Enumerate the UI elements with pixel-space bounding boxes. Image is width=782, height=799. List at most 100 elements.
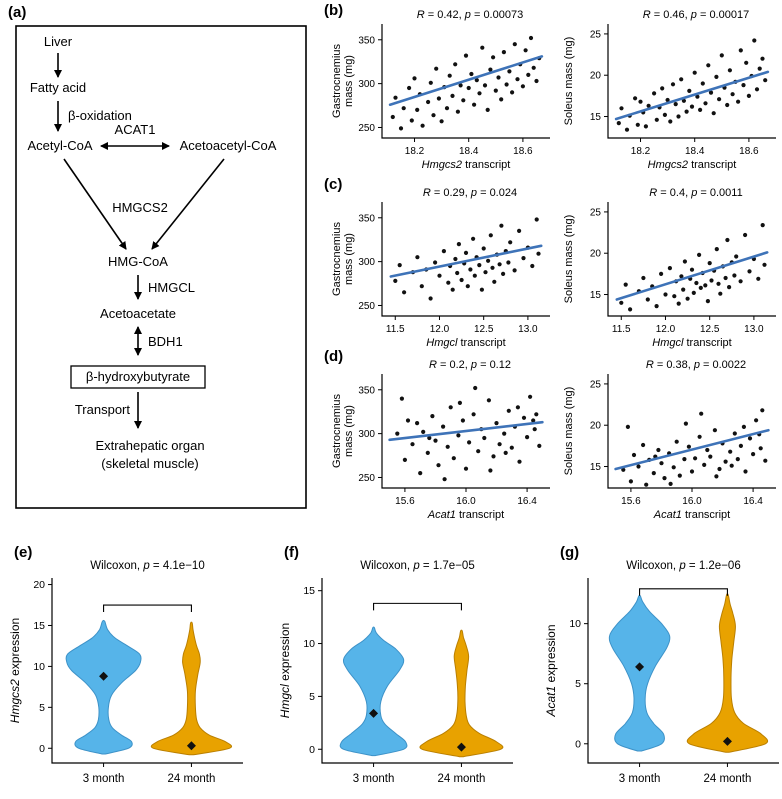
y-tick-label: 300	[358, 257, 375, 268]
scatter-point	[530, 263, 535, 269]
node-acetoacetyl-coa: Acetoacetyl-CoA	[180, 138, 277, 153]
regression-line	[388, 420, 544, 442]
scatter-point	[760, 223, 765, 228]
scatter-point	[525, 435, 530, 440]
node-hmg-coa: HMG-CoA	[108, 254, 168, 269]
scatter-point	[517, 228, 522, 233]
chart-title: R = 0.29, p = 0.024	[423, 187, 517, 199]
scatter-point	[447, 73, 452, 78]
mean-diamond	[99, 671, 109, 681]
scatter-point	[410, 442, 415, 447]
violin-svg-f: Wilcoxon, p = 1.7e−05 0 5 10 15 3 month 24 mon…	[278, 560, 513, 785]
significance-bracket	[373, 602, 462, 611]
scatter-point	[732, 273, 737, 278]
y-axis-label: mass (mg)	[343, 405, 355, 457]
scatter-point	[393, 95, 398, 100]
scatter-point	[735, 457, 740, 462]
scatter-point	[714, 74, 719, 79]
scatter-point	[697, 252, 702, 257]
scatter-point	[534, 412, 539, 417]
y-tick-label: 350	[358, 35, 375, 46]
scatter-point	[471, 412, 476, 417]
axes	[381, 24, 550, 139]
panel-g-label: (g)	[560, 544, 580, 561]
scatter-point	[491, 454, 496, 459]
scatter-point	[646, 103, 651, 108]
y-axis-label: Soleus mass (mg)	[563, 215, 575, 304]
scatter-point	[528, 35, 534, 41]
scatter-point	[496, 75, 501, 80]
scatter-point	[510, 90, 515, 95]
scatter-point	[676, 301, 681, 306]
scatter-point	[681, 287, 686, 292]
mean-diamond	[722, 736, 732, 746]
scatter-point	[477, 263, 482, 268]
scatter-point	[668, 119, 673, 124]
enzyme-beta-oxidation: β-oxidation	[68, 108, 132, 123]
x-axis-label: Hmgcl transcript	[426, 337, 505, 349]
scatter-point	[705, 299, 710, 304]
scatter-point	[708, 90, 714, 95]
x-tick-label: 11.5	[386, 324, 405, 335]
scatter-point	[441, 424, 446, 429]
scatter-point	[507, 69, 512, 74]
scatter-point	[717, 466, 722, 472]
scatter-point	[472, 273, 477, 278]
scatter-point	[455, 270, 460, 276]
scatter-point	[763, 458, 768, 463]
panel-c-gastrocnemius-chart: R = 0.29, p = 0.024 11.5 12.0 12.5 13.0 250 30…	[330, 184, 556, 355]
scatter-point	[526, 72, 531, 77]
scatter-point	[444, 106, 450, 111]
scatter-point	[741, 83, 746, 88]
scatter-point	[719, 53, 724, 58]
scatter-svg-b-left: R = 0.42, p = 0.00073 18.2 18.4 18.6 250 300 3…	[331, 9, 550, 171]
scatter-point	[534, 78, 539, 84]
y-axis-label: mass (mg)	[343, 233, 355, 285]
x-tick-label: 15.6	[395, 496, 415, 507]
scatter-point	[442, 477, 447, 482]
scatter-point	[488, 233, 493, 238]
scatter-points	[390, 35, 542, 131]
chart-title: R = 0.46, p = 0.00017	[643, 9, 749, 21]
scatter-point	[672, 294, 677, 299]
scatter-point	[501, 271, 506, 276]
scatter-point	[662, 112, 667, 117]
scatter-svg-d-left: R = 0.2, p = 0.12 15.6 16.0 16.4 250 300 350 Ac…	[331, 359, 550, 521]
category-label: 24 month	[167, 773, 215, 785]
regression-line	[614, 70, 770, 121]
scatter-point	[716, 281, 721, 286]
scatter-point	[744, 60, 749, 65]
scatter-svg-c-right: R = 0.4, p = 0.0011 11.5 12.0 12.5 13.0 15 20 2…	[563, 187, 776, 349]
scatter-point	[463, 466, 469, 471]
scatter-point	[730, 92, 735, 97]
scatter-point	[691, 290, 696, 295]
scatter-point	[751, 452, 756, 457]
scatter-point	[493, 88, 498, 93]
panel-a-label: (a)	[8, 4, 27, 21]
y-tick-label: 5	[309, 691, 315, 703]
scatter-point	[752, 38, 757, 43]
y-tick-label: 15	[590, 112, 602, 123]
label-transport: Transport	[75, 402, 131, 417]
y-tick-label: 350	[358, 385, 375, 396]
scatter-point	[674, 439, 679, 444]
scatter-point	[497, 262, 502, 267]
y-tick-label: 250	[358, 473, 375, 484]
scatter-point	[506, 260, 511, 265]
y-tick-label: 250	[358, 123, 375, 134]
scatter-point	[457, 400, 462, 405]
scatter-svg-d-right: R = 0.38, p = 0.0022 15.6 16.0 16.4 15 20 25 Ac…	[563, 359, 776, 521]
chart-title: R = 0.42, p = 0.00073	[417, 9, 523, 21]
node-bhb: β-hydroxybutyrate	[86, 369, 190, 384]
scatter-point	[428, 80, 433, 85]
scatter-point	[531, 65, 536, 70]
scatter-point	[459, 277, 464, 283]
scatter-point	[685, 296, 690, 301]
scatter-point	[467, 440, 472, 445]
pathway-frame	[15, 25, 307, 509]
y-tick-label: 25	[590, 29, 602, 40]
scatter-point	[762, 262, 767, 267]
scatter-point	[431, 113, 436, 118]
y-tick-label: 10	[569, 618, 581, 630]
scatter-point	[695, 94, 700, 99]
